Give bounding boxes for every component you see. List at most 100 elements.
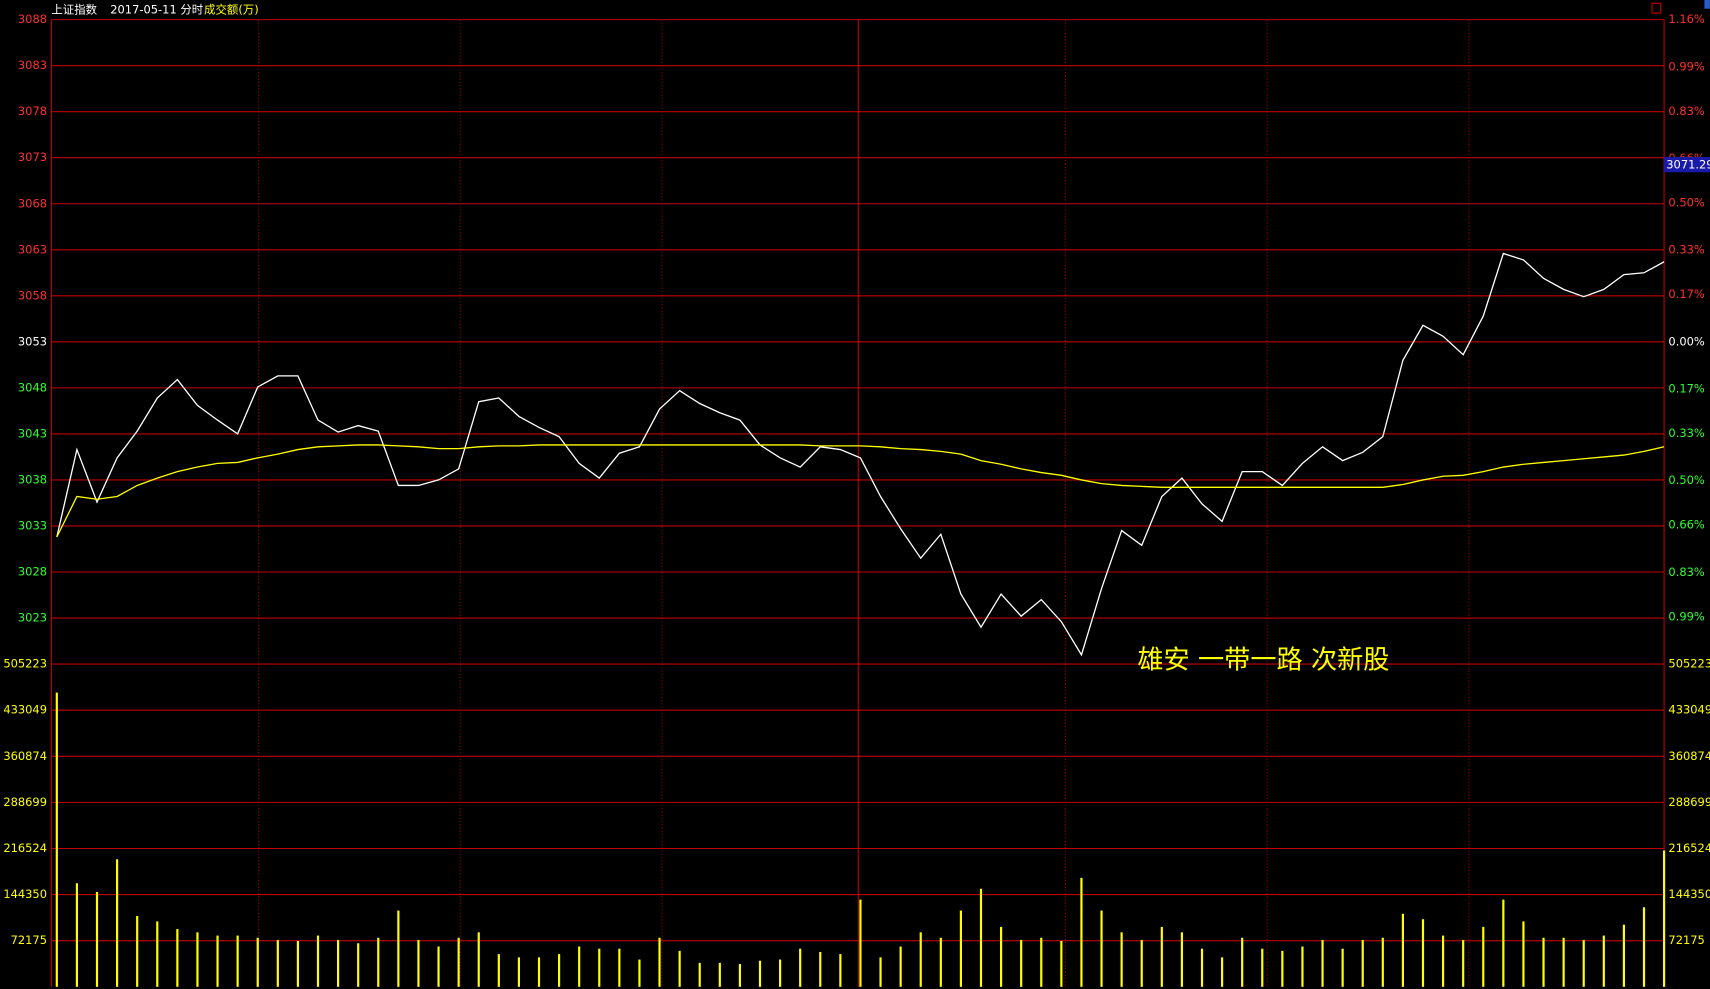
volume-bar: [558, 954, 561, 987]
volume-bar: [1642, 907, 1646, 987]
volume-bar: [1321, 939, 1324, 987]
y2-tick-label: 0.33%: [1668, 243, 1704, 257]
volume-bar: [1080, 877, 1083, 987]
volume-bar: [1160, 926, 1163, 987]
volume-bar: [357, 943, 360, 987]
volume-bar: [1220, 957, 1224, 987]
volume-bar: [578, 946, 581, 987]
volume-bar: [1602, 935, 1605, 987]
volume-bar: [1140, 939, 1143, 987]
volume-bar: [1522, 921, 1525, 987]
volume-tick-label: 144350: [1668, 887, 1710, 901]
volume-bar: [859, 899, 862, 987]
scroll-marker: [1704, 0, 1710, 9]
volume-bar: [1502, 899, 1505, 987]
volume-bar: [1361, 939, 1364, 987]
volume-bar: [1662, 850, 1666, 987]
cursor-box: [1664, 157, 1710, 173]
volume-bar: [55, 692, 58, 987]
volume-bar: [457, 937, 460, 987]
volume-label: 成交额(万): [204, 2, 259, 16]
y2-tick-label: 0.17%: [1668, 382, 1704, 396]
volume-tick-label: 288699: [1668, 795, 1710, 809]
volume-tick-label: 360874: [3, 749, 47, 763]
volume-bar: [236, 935, 239, 987]
volume-tick-label: 72175: [1668, 933, 1704, 947]
volume-bar: [758, 960, 762, 987]
volume-bar: [1120, 932, 1123, 987]
y2-tick-label: 0.66%: [1668, 518, 1704, 532]
volume-bar: [1180, 932, 1183, 987]
volume-bar: [397, 910, 400, 987]
grid: 3088 3083 3078 3073 3068 3063 3058 3053 3048 3043…: [3, 12, 1710, 987]
volume-bar: [1441, 935, 1445, 987]
volume-bar: [1562, 937, 1565, 987]
volume-bar: [377, 937, 380, 987]
volume-bar: [939, 937, 942, 987]
volume-bar: [618, 948, 621, 987]
y-tick-label: 3078: [18, 104, 47, 118]
volume-bar: [698, 962, 701, 987]
y-tick-label: 3053: [18, 334, 47, 348]
volume-bar: [1040, 937, 1043, 987]
y2-tick-label: 0.17%: [1668, 287, 1704, 301]
volume-bar: [437, 946, 440, 987]
volume-bar: [537, 957, 541, 987]
volume-bar: [477, 932, 480, 987]
volume-tick-label: 144350: [3, 887, 47, 901]
annotation: 雄安 一带一路 次新股: [1137, 645, 1389, 675]
y-tick-label: 3073: [18, 150, 47, 164]
volume-bar: [196, 932, 199, 987]
volume-bar: [738, 963, 741, 987]
y-tick-label: 3038: [18, 472, 47, 486]
volume-bar: [919, 932, 922, 987]
chart-subtitle: 2017-05-11 分时: [110, 2, 203, 16]
volume-bar: [1060, 941, 1063, 987]
volume-bar: [116, 859, 119, 987]
volume-bar: [1100, 910, 1103, 987]
volume-bar: [718, 962, 721, 987]
volume-bar: [839, 954, 842, 987]
volume-bar: [417, 939, 420, 987]
volume-bar: [799, 948, 802, 987]
volume-bar: [156, 921, 159, 987]
volume-tick-label: 505223: [1668, 657, 1710, 671]
volume-bar: [999, 926, 1003, 987]
volume-bar: [1241, 937, 1244, 987]
price-line: [56, 444, 1665, 538]
volume-tick-label: 216524: [3, 841, 47, 855]
y-tick-label: 3083: [18, 58, 47, 72]
volume-bar: [316, 935, 320, 987]
volume-bar: [517, 957, 520, 987]
volume-tick-label: 433049: [3, 703, 47, 717]
volume-bar: [1200, 948, 1204, 987]
y-tick-label: 3058: [18, 288, 47, 302]
volume-bar: [176, 929, 179, 987]
volume-bar: [337, 939, 340, 987]
volume-bar: [1462, 939, 1465, 987]
volume-bar: [778, 959, 782, 987]
volume-bar: [256, 937, 259, 987]
volume-bar: [638, 959, 641, 987]
volume-bar: [216, 935, 219, 987]
y-tick-label: 3033: [18, 518, 47, 532]
y2-tick-label: 0.33%: [1668, 426, 1704, 440]
volume-bar: [136, 915, 139, 987]
volume-bar: [1261, 948, 1264, 987]
volume-bar: [1341, 948, 1344, 987]
volume-tick-label: 433049: [1668, 703, 1710, 717]
volume-bar: [95, 892, 99, 987]
volume-bar: [979, 888, 983, 987]
close-icon[interactable]: [1651, 2, 1662, 14]
volume-bar: [497, 954, 500, 987]
cursor-label: 3071.29: [1666, 158, 1710, 172]
y-tick-label: 3048: [18, 380, 47, 394]
volume-bar: [1421, 919, 1425, 987]
y-tick-label: 3028: [18, 564, 47, 578]
y2-tick-label: 0.50%: [1668, 473, 1704, 487]
volume-bar: [75, 883, 79, 987]
volume-bar: [1401, 913, 1404, 987]
volume-bar: [658, 937, 661, 987]
volume-tick-label: 216524: [1668, 841, 1710, 855]
